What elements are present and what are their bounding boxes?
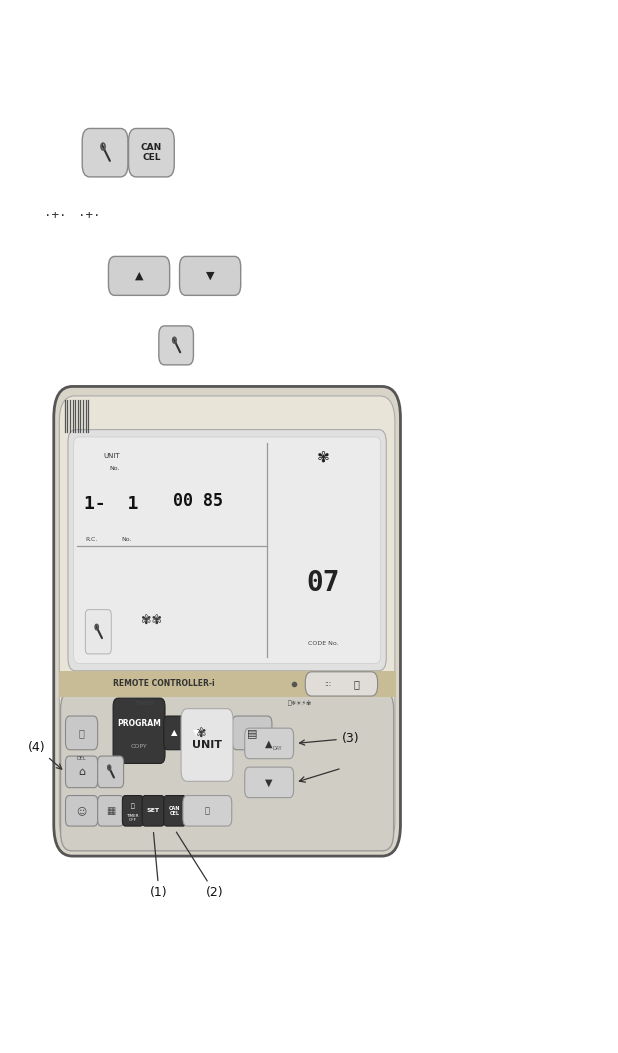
Text: ▼: ▼: [193, 729, 199, 737]
FancyBboxPatch shape: [74, 437, 381, 663]
Text: ⌂: ⌂: [78, 767, 85, 777]
Text: REMOTE CONTROLLER-i: REMOTE CONTROLLER-i: [113, 679, 214, 689]
FancyBboxPatch shape: [181, 709, 233, 781]
Text: 07: 07: [307, 570, 341, 597]
FancyBboxPatch shape: [142, 796, 164, 826]
Text: UNIT: UNIT: [192, 740, 222, 750]
Text: ⏻: ⏻: [353, 679, 360, 689]
Text: No.: No.: [122, 537, 132, 542]
Text: ✾: ✾: [196, 727, 206, 739]
Text: ☺: ☺: [77, 806, 87, 816]
Text: UNIT: UNIT: [103, 453, 119, 459]
FancyBboxPatch shape: [159, 325, 193, 364]
Text: ⬜: ⬜: [78, 728, 85, 738]
Text: ▼: ▼: [265, 777, 273, 788]
FancyBboxPatch shape: [179, 256, 241, 295]
FancyBboxPatch shape: [164, 796, 186, 826]
Text: (2): (2): [176, 832, 224, 899]
Text: SET: SET: [146, 809, 160, 813]
FancyBboxPatch shape: [164, 716, 185, 750]
FancyBboxPatch shape: [82, 128, 128, 177]
FancyBboxPatch shape: [66, 796, 98, 826]
Text: No.: No.: [109, 466, 119, 471]
FancyBboxPatch shape: [54, 386, 400, 856]
FancyBboxPatch shape: [129, 128, 174, 177]
Text: ▦: ▦: [106, 806, 115, 816]
Text: 1-  1: 1- 1: [84, 495, 138, 514]
Text: (4): (4): [28, 741, 62, 769]
Text: DEL: DEL: [77, 756, 87, 760]
Text: ▲: ▲: [135, 271, 143, 281]
Text: ✾: ✾: [317, 450, 330, 464]
Text: 00 85: 00 85: [173, 492, 222, 511]
Text: ▤: ▤: [247, 728, 257, 738]
Bar: [59, 671, 396, 697]
Text: ⏱: ⏱: [131, 803, 135, 810]
FancyBboxPatch shape: [85, 610, 111, 654]
Text: (3): (3): [300, 732, 360, 746]
FancyBboxPatch shape: [185, 716, 206, 750]
Text: DAY: DAY: [273, 747, 282, 751]
Text: ✾✾: ✾✾: [141, 614, 162, 627]
Text: TIMER: TIMER: [135, 701, 155, 706]
FancyBboxPatch shape: [245, 729, 294, 758]
Text: CODE No.: CODE No.: [308, 641, 339, 645]
Text: COPY: COPY: [130, 743, 148, 749]
FancyBboxPatch shape: [183, 796, 232, 826]
FancyBboxPatch shape: [61, 691, 394, 851]
Text: (1): (1): [150, 833, 168, 899]
Text: R.C.: R.C.: [85, 537, 98, 542]
FancyBboxPatch shape: [113, 698, 165, 763]
FancyBboxPatch shape: [232, 716, 272, 750]
Text: ▲: ▲: [171, 729, 177, 737]
Text: 🌡: 🌡: [205, 807, 210, 815]
Text: CAN
CEL: CAN CEL: [169, 806, 180, 816]
FancyBboxPatch shape: [122, 796, 143, 826]
FancyBboxPatch shape: [66, 756, 98, 788]
FancyBboxPatch shape: [181, 716, 221, 750]
FancyBboxPatch shape: [108, 256, 169, 295]
FancyBboxPatch shape: [66, 716, 98, 750]
Text: Ⓐ❄☀⚡✾: Ⓐ❄☀⚡✾: [287, 700, 312, 707]
FancyBboxPatch shape: [98, 756, 124, 788]
Text: TIMER
OFF: TIMER OFF: [127, 814, 139, 822]
Text: CAN
CEL: CAN CEL: [141, 143, 162, 162]
FancyBboxPatch shape: [98, 796, 124, 826]
FancyBboxPatch shape: [59, 396, 395, 847]
FancyBboxPatch shape: [305, 672, 378, 696]
FancyBboxPatch shape: [68, 430, 386, 671]
FancyBboxPatch shape: [245, 767, 294, 798]
Text: ·+·: ·+·: [78, 210, 101, 222]
Text: ▼: ▼: [206, 271, 214, 281]
Text: :::: :::: [324, 681, 331, 687]
Text: ▲: ▲: [265, 738, 273, 749]
Text: ·+·: ·+·: [44, 210, 67, 222]
Text: PROGRAM: PROGRAM: [117, 719, 161, 728]
